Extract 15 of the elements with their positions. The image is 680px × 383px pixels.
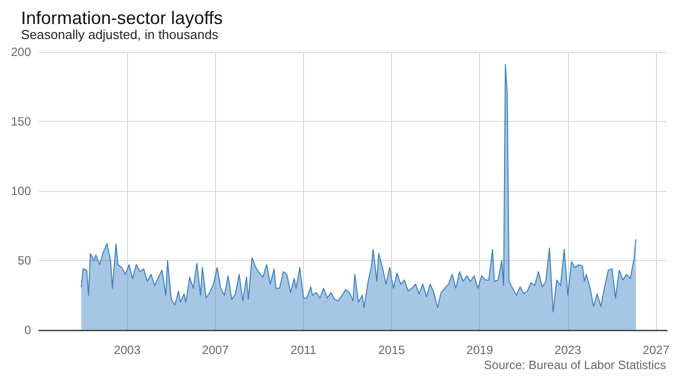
x-tick-label: 2007 xyxy=(202,343,229,357)
x-tick-label: 2015 xyxy=(378,343,406,357)
x-tick-label: 2023 xyxy=(554,343,582,357)
y-tick-label: 200 xyxy=(10,45,32,59)
x-tick-label: 2003 xyxy=(114,343,141,357)
x-tick-label: 2019 xyxy=(466,343,494,357)
chart-title: Information-sector layoffs xyxy=(21,8,223,28)
y-tick-label: 0 xyxy=(24,323,32,337)
source-note: Source: Bureau of Labor Statistics xyxy=(484,358,666,372)
x-tick-label: 2011 xyxy=(290,343,317,357)
y-tick-label: 150 xyxy=(10,114,32,128)
y-tick-label: 100 xyxy=(10,184,32,198)
x-tick-label: 2027 xyxy=(642,343,670,357)
y-tick-label: 50 xyxy=(18,254,32,268)
chart-subtitle: Seasonally adjusted, in thousands xyxy=(21,27,219,42)
